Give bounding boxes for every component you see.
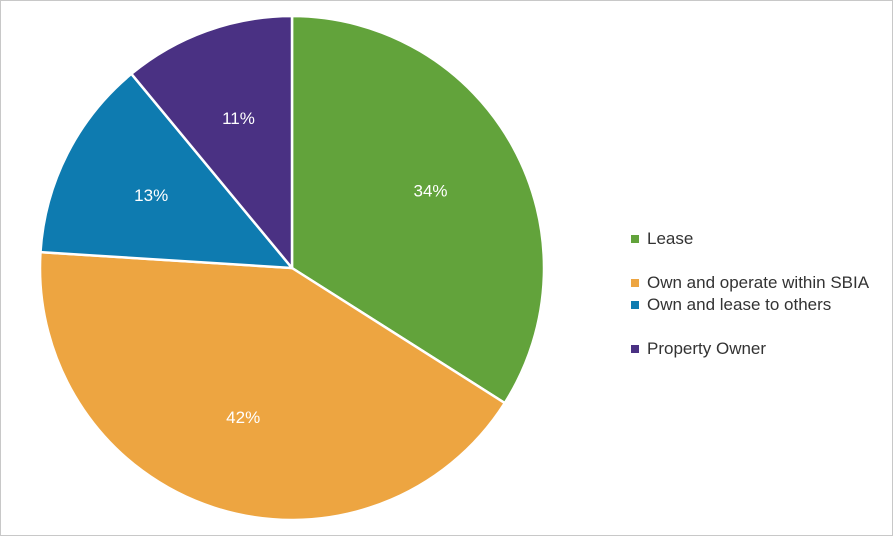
legend-swatch-lease xyxy=(631,235,639,243)
legend-label-own-and-operate: Own and operate within SBIA xyxy=(647,273,870,292)
legend-swatch-own-and-lease xyxy=(631,301,639,309)
legend-item-own-and-lease: Own and lease to others xyxy=(629,294,879,316)
legend-item-property-owner: Property Owner xyxy=(629,338,879,360)
legend-label-lease: Lease xyxy=(647,229,694,248)
slice-label-lease: 34% xyxy=(413,181,447,200)
slice-label-own-and-lease: 13% xyxy=(134,186,168,205)
pie-slice-own-and-operate xyxy=(38,250,507,522)
pie-slice-own-and-lease xyxy=(39,72,294,270)
slice-label-property-owner: 11% xyxy=(222,109,255,128)
legend-item-own-and-operate: Own and operate within SBIA xyxy=(629,272,879,294)
legend-label-property-owner: Property Owner xyxy=(647,339,767,358)
pie-slices xyxy=(38,14,546,522)
slice-label-own-and-operate: 42% xyxy=(226,408,260,427)
legend-swatch-property-owner xyxy=(631,345,639,353)
pie-slice-property-owner xyxy=(130,14,294,270)
legend-label-own-and-lease: Own and lease to others xyxy=(647,295,832,314)
legend-swatch-own-and-operate xyxy=(631,279,639,287)
legend: Lease Own and operate within SBIA Own an… xyxy=(629,228,879,360)
pie-labels: 34% 42% 13% 11% xyxy=(134,109,447,427)
legend-item-lease: Lease xyxy=(629,228,879,250)
pie-slice-lease xyxy=(290,14,546,405)
